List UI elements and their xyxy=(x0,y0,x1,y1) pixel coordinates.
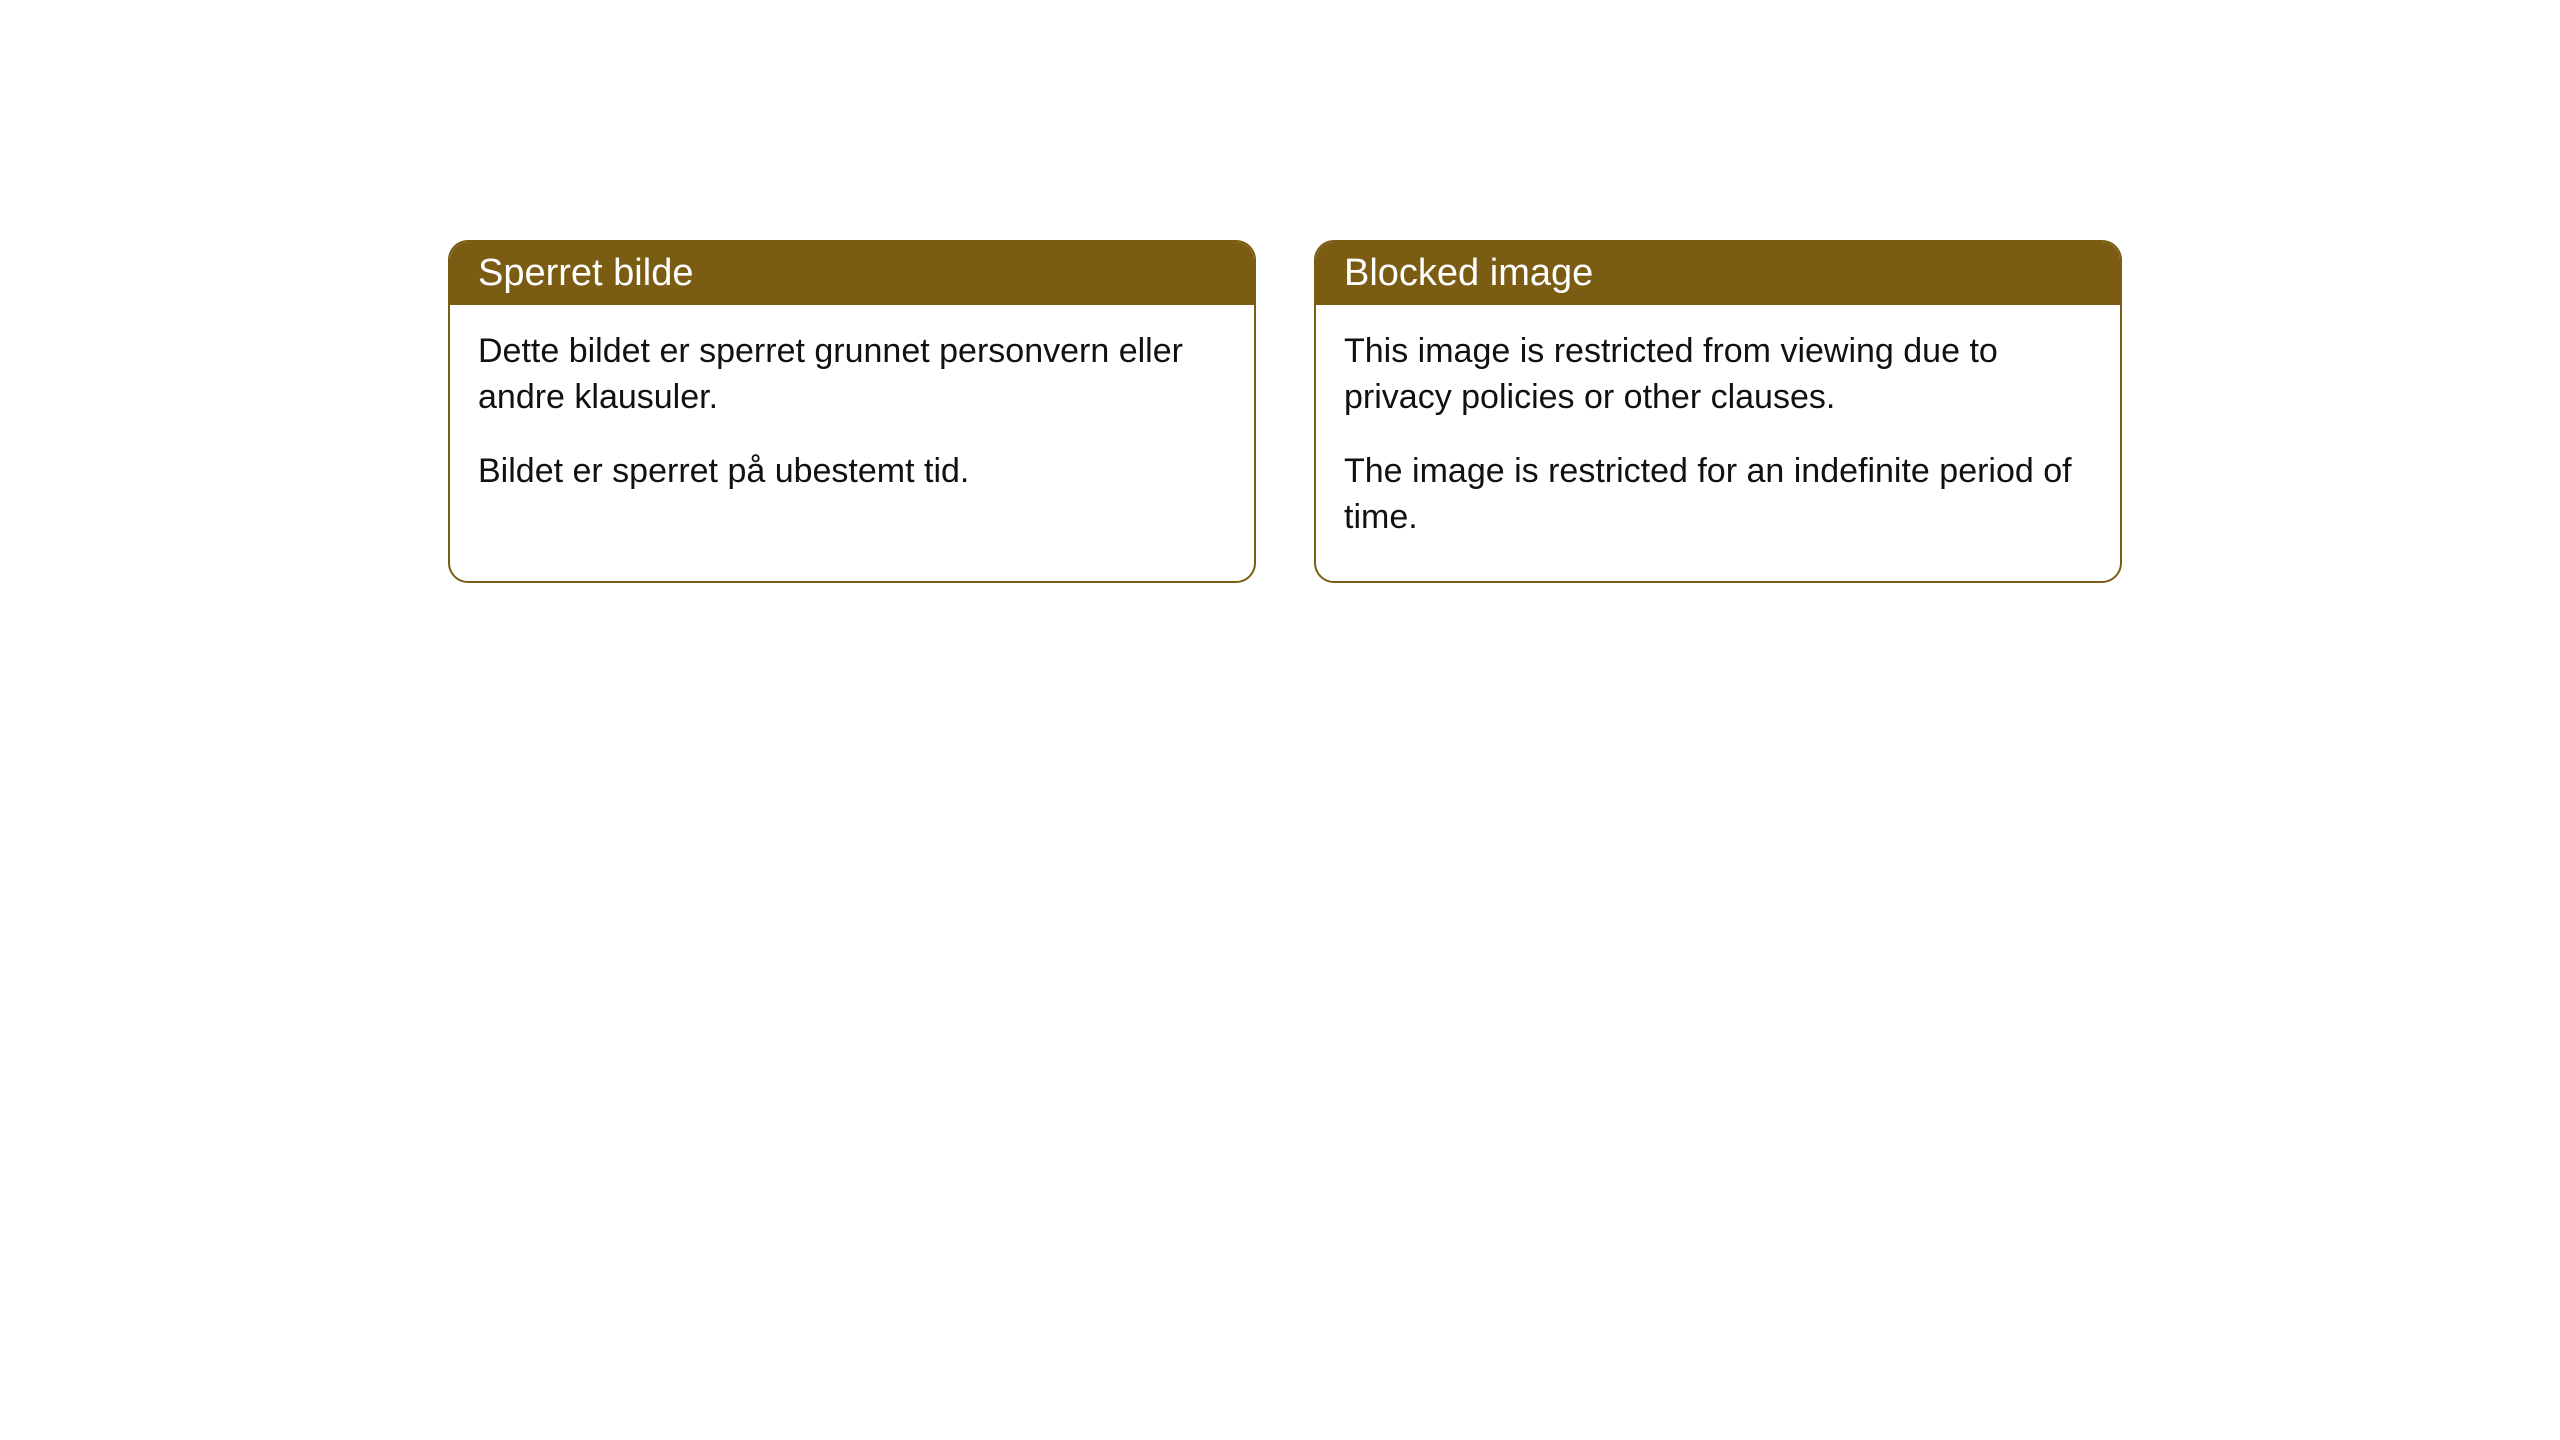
notice-title: Sperret bilde xyxy=(478,252,693,294)
notice-paragraph: The image is restricted for an indefinit… xyxy=(1344,449,2092,541)
notice-header-english: Blocked image xyxy=(1316,242,2120,305)
notice-header-norwegian: Sperret bilde xyxy=(450,242,1254,305)
notice-body-norwegian: Dette bildet er sperret grunnet personve… xyxy=(450,305,1254,535)
notice-paragraph: Bildet er sperret på ubestemt tid. xyxy=(478,449,1226,495)
notice-paragraph: This image is restricted from viewing du… xyxy=(1344,329,2092,421)
notice-card-norwegian: Sperret bilde Dette bildet er sperret gr… xyxy=(448,240,1256,583)
notice-cards-container: Sperret bilde Dette bildet er sperret gr… xyxy=(0,0,2560,583)
notice-title: Blocked image xyxy=(1344,252,1593,294)
notice-body-english: This image is restricted from viewing du… xyxy=(1316,305,2120,581)
notice-paragraph: Dette bildet er sperret grunnet personve… xyxy=(478,329,1226,421)
notice-card-english: Blocked image This image is restricted f… xyxy=(1314,240,2122,583)
